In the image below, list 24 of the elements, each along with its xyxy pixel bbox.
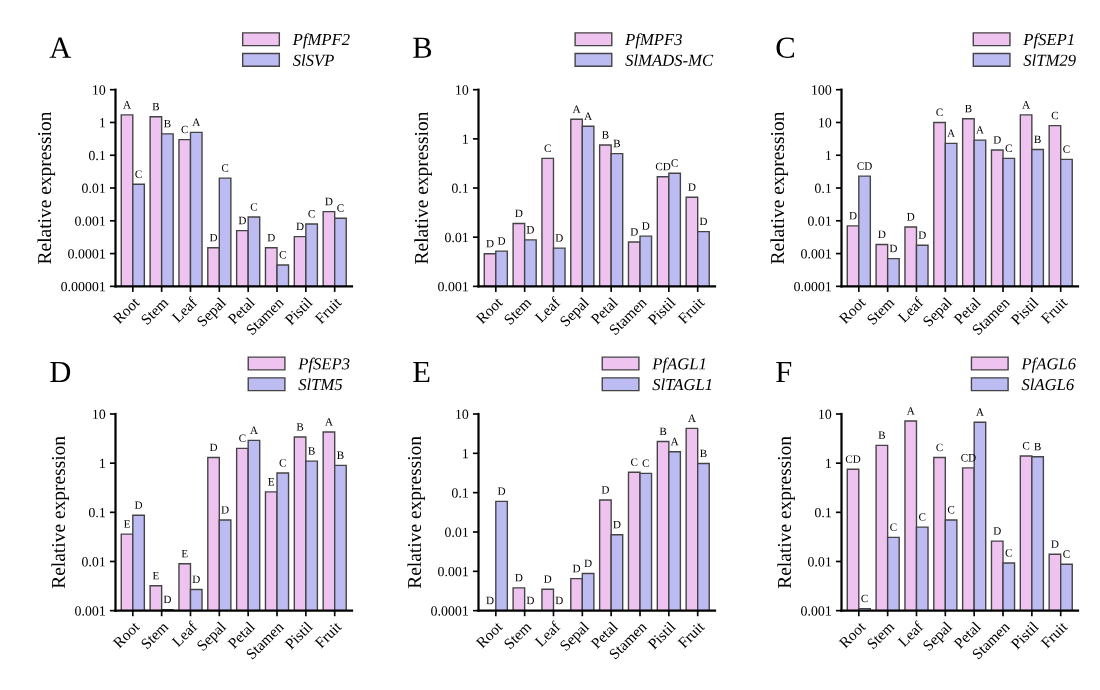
legend-label: PfSEP1 xyxy=(1023,33,1074,49)
legend-label: SlTM5 xyxy=(298,378,343,391)
chart-title: C xyxy=(776,37,794,59)
y-axis-title: Relative expression xyxy=(777,436,795,589)
y-axis-title: Relative expression xyxy=(414,111,432,264)
chart-title: B xyxy=(413,37,432,58)
legend-label: PfAGL1 xyxy=(652,357,706,373)
chart-title: F xyxy=(776,362,792,383)
chart-title: E xyxy=(413,362,430,383)
legend-label: SlSVP xyxy=(292,54,334,66)
y-axis-title: Relative expression xyxy=(770,111,789,264)
y-axis-title: Relative expression xyxy=(407,436,426,589)
legend-label: SlAGL6 xyxy=(1021,378,1075,391)
legend-label: SlTAGL1 xyxy=(652,378,712,391)
legend-label: SlMADS-MC xyxy=(625,54,714,66)
legend-label: PfAGL6 xyxy=(1021,357,1076,373)
chart-title: A xyxy=(49,37,72,58)
y-axis-title: Relative expression xyxy=(37,111,56,264)
legend-label: PfMPF3 xyxy=(625,33,682,49)
chart-title: D xyxy=(50,362,71,383)
legend-label: PfMPF2 xyxy=(292,33,350,49)
legend-label: SlTM29 xyxy=(1023,54,1076,66)
y-axis-title: Relative expression xyxy=(51,436,69,589)
legend-label: PfSEP3 xyxy=(298,357,350,373)
